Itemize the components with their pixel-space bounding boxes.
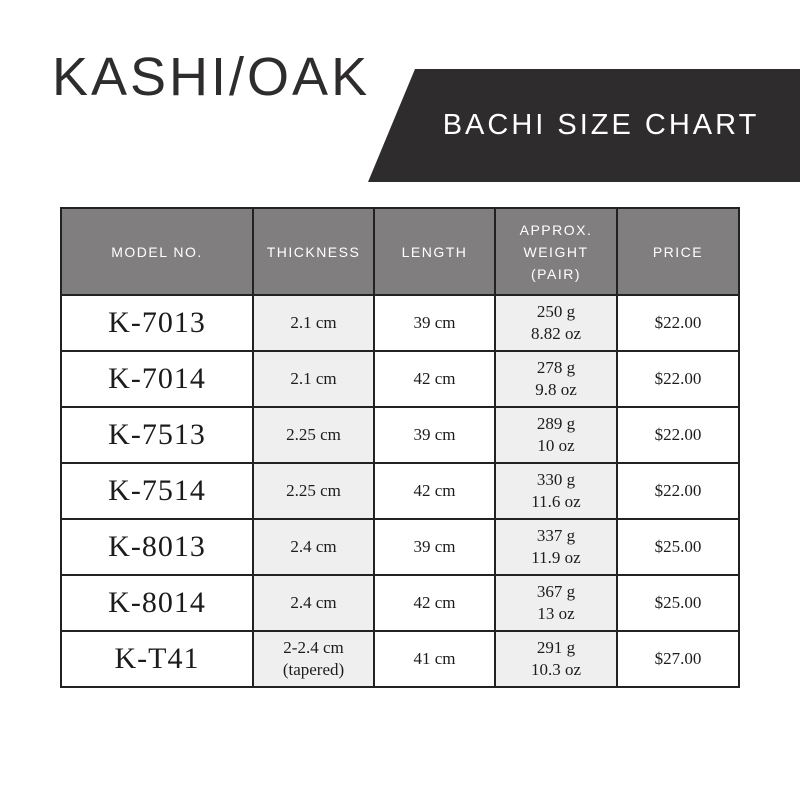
banner-title: BACHI SIZE CHART [442,109,760,141]
weight-cell: 330 g 11.6 oz [494,462,618,520]
price-cell: $25.00 [616,574,740,632]
length-cell: 39 cm [373,294,496,352]
col-header-price: PRICE [616,207,740,296]
length-cell: 39 cm [373,406,496,464]
price-cell: $22.00 [616,462,740,520]
length-cell: 42 cm [373,350,496,408]
length-cell: 42 cm [373,574,496,632]
thickness-cell: 2.4 cm [252,518,375,576]
model-cell: K-8013 [60,518,254,576]
price-cell: $22.00 [616,406,740,464]
col-header-model: MODEL NO. [60,207,254,296]
header-row: MODEL NO. THICKNESS LENGTH APPROX. WEIGH… [60,207,740,296]
weight-cell: 289 g 10 oz [494,406,618,464]
brand-title: KASHI/OAK [52,47,371,107]
weight-cell: 250 g 8.82 oz [494,294,618,352]
table-row: K-7514 2.25 cm 42 cm 330 g 11.6 oz $22.0… [60,462,740,520]
model-cell: K-7513 [60,406,254,464]
model-cell: K-7014 [60,350,254,408]
table-row: K-T41 2-2.4 cm (tapered) 41 cm 291 g 10.… [60,630,740,688]
size-chart-table: MODEL NO. THICKNESS LENGTH APPROX. WEIGH… [60,207,740,688]
model-cell: K-T41 [60,630,254,688]
price-cell: $25.00 [616,518,740,576]
thickness-cell: 2.25 cm [252,406,375,464]
col-header-thickness: THICKNESS [252,207,375,296]
weight-cell: 337 g 11.9 oz [494,518,618,576]
table-row: K-7014 2.1 cm 42 cm 278 g 9.8 oz $22.00 [60,350,740,408]
banner-ribbon: BACHI SIZE CHART [368,69,800,182]
weight-cell: 367 g 13 oz [494,574,618,632]
col-header-weight: APPROX. WEIGHT (PAIR) [494,207,618,296]
thickness-cell: 2.1 cm [252,350,375,408]
thickness-cell: 2-2.4 cm (tapered) [252,630,375,688]
price-cell: $22.00 [616,350,740,408]
thickness-cell: 2.4 cm [252,574,375,632]
col-header-length: LENGTH [373,207,496,296]
length-cell: 39 cm [373,518,496,576]
model-cell: K-8014 [60,574,254,632]
thickness-cell: 2.25 cm [252,462,375,520]
table-row: K-7513 2.25 cm 39 cm 289 g 10 oz $22.00 [60,406,740,464]
thickness-cell: 2.1 cm [252,294,375,352]
table-row: K-7013 2.1 cm 39 cm 250 g 8.82 oz $22.00 [60,294,740,352]
model-cell: K-7514 [60,462,254,520]
table-row: K-8013 2.4 cm 39 cm 337 g 11.9 oz $25.00 [60,518,740,576]
price-cell: $27.00 [616,630,740,688]
length-cell: 42 cm [373,462,496,520]
weight-cell: 278 g 9.8 oz [494,350,618,408]
weight-cell: 291 g 10.3 oz [494,630,618,688]
price-cell: $22.00 [616,294,740,352]
length-cell: 41 cm [373,630,496,688]
table-row: K-8014 2.4 cm 42 cm 367 g 13 oz $25.00 [60,574,740,632]
model-cell: K-7013 [60,294,254,352]
